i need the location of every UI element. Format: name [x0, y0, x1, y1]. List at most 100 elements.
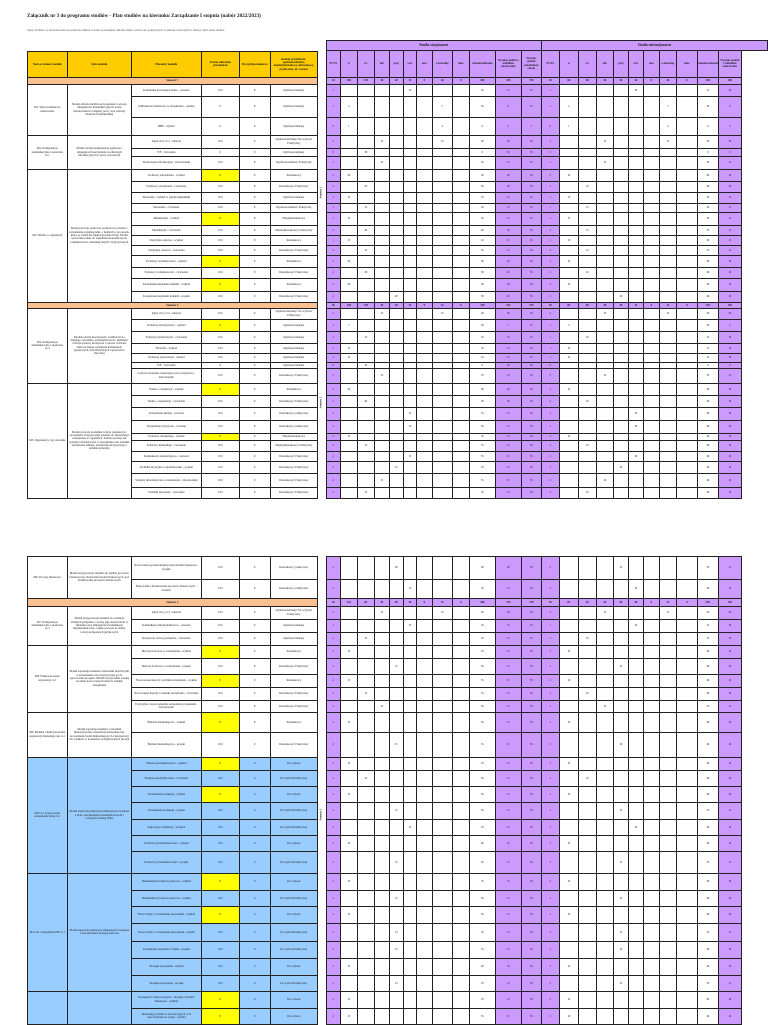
- subject-hours-nonstationary: 10: [628, 579, 644, 599]
- subject-hours-nonstationary: [628, 331, 644, 344]
- subject-hours-stationary: [357, 991, 375, 1009]
- subject-hours-stationary: [452, 368, 470, 384]
- subject-hours-stationary: 2: [326, 181, 341, 193]
- subject-hours-stationary: 2: [326, 579, 341, 599]
- subject-hours-nonstationary: [578, 192, 597, 204]
- subject-hours-nonstationary: 2: [541, 291, 560, 303]
- subject-hours-stationary: [432, 632, 453, 646]
- subject-hours-stationary: [403, 331, 417, 344]
- subject-hours-stationary: [416, 308, 433, 320]
- subject-hours-stationary: [340, 368, 358, 384]
- subject-hours-nonstationary: [578, 819, 597, 836]
- subject-hours-stationary: 50: [521, 890, 542, 907]
- subject-hours-nonstationary: 10: [578, 181, 597, 193]
- subject-hours-stationary: [374, 579, 390, 599]
- subject-hours-stationary: 2: [326, 461, 341, 474]
- subject-hours-nonstationary: 10: [559, 873, 579, 891]
- subject-hours-nonstationary: 40: [697, 757, 719, 771]
- subject-hours-stationary: 50: [521, 851, 542, 874]
- assessment-form: Z/O: [201, 331, 240, 344]
- subject-hours-nonstationary: [659, 461, 677, 474]
- subject-hours-stationary: [389, 770, 404, 787]
- course-type: Do wyboru/Praktyczny: [270, 770, 318, 787]
- discipline: Z: [239, 117, 271, 136]
- course-type: Kierunkowy: [270, 169, 318, 182]
- subject-hours-nonstationary: [613, 991, 629, 1009]
- discipline: Z: [239, 1008, 271, 1025]
- subject-hours-stationary: 15: [495, 923, 522, 942]
- subject-hours-stationary: [374, 923, 390, 942]
- subject-hours-stationary: 2: [326, 819, 341, 836]
- subject-hours-nonstationary: 10: [559, 786, 579, 803]
- course-type: Kierunkowy/ Praktyczny: [270, 181, 318, 193]
- subject-hours-stationary: 25: [521, 619, 542, 633]
- assessment-form: Z/O: [201, 135, 240, 149]
- subject-hours-stationary: [452, 84, 470, 97]
- subject-hours-stationary: 15: [357, 487, 375, 499]
- subject-hours-nonstationary: 10: [718, 579, 742, 599]
- subject-hours-stationary: [374, 687, 390, 701]
- subject-hours-nonstationary: 2: [541, 451, 560, 462]
- discipline: Z: [239, 975, 271, 992]
- subject-name: Podstawy przedsiębiorczości - wykład: [131, 835, 202, 852]
- subject-hours-nonstationary: [643, 890, 660, 907]
- subject-hours-stationary: [340, 556, 358, 580]
- subject-hours-stationary: [374, 873, 390, 891]
- subject-hours-nonstationary: [676, 700, 698, 713]
- subject-hours-stationary: 50: [521, 440, 542, 452]
- subject-hours-nonstationary: [613, 278, 629, 292]
- subject-hours-stationary: 15: [495, 941, 522, 959]
- module-name: M5. Organizacja i jej otoczenie: [27, 383, 68, 499]
- assessment-form: Z/O: [201, 343, 240, 354]
- module-description: Moduł zapewnia praktyczne umiejętności z…: [67, 757, 132, 874]
- subject-hours-stationary: [340, 267, 358, 279]
- subject-hours-stationary: [432, 941, 453, 959]
- subject-hours-nonstationary: 1: [541, 619, 560, 633]
- subject-hours-nonstationary: [613, 368, 629, 384]
- subject-hours-stationary: [389, 225, 404, 236]
- subject-hours-stationary: [432, 712, 453, 733]
- subject-hours-stationary: 50: [521, 941, 542, 959]
- subject-hours-stationary: 15: [432, 308, 453, 320]
- subject-hours-stationary: [403, 770, 417, 787]
- subject-hours-stationary: [452, 700, 470, 713]
- subject-hours-nonstationary: [559, 632, 579, 646]
- subject-hours-stationary: [403, 732, 417, 758]
- subject-hours-nonstationary: [659, 873, 677, 891]
- subject-hours-nonstationary: 15: [659, 606, 677, 620]
- discipline: Z: [239, 135, 271, 149]
- subject-hours-nonstationary: 10: [559, 645, 579, 659]
- subject-hours-stationary: [416, 383, 433, 396]
- assessment-form: E: [201, 757, 240, 771]
- subject-hours-stationary: 2: [326, 802, 341, 820]
- discipline: Z: [239, 156, 271, 170]
- course-type: Kierunkowy/ praktyczny: [270, 407, 318, 421]
- subject-hours-stationary: 15: [389, 890, 404, 907]
- subject-hours-nonstationary: [559, 84, 579, 97]
- subject-hours-stationary: 1: [326, 84, 341, 97]
- subject-hours-nonstationary: [596, 96, 614, 118]
- subject-hours-stationary: 50: [521, 645, 542, 659]
- subject-hours-stationary: [452, 461, 470, 474]
- subject-hours-nonstationary: 0: [541, 117, 560, 136]
- subject-hours-nonstationary: [613, 383, 629, 396]
- course-type: Kierunkowy/ Praktyczny: [270, 245, 318, 256]
- subject-hours-stationary: 15: [495, 819, 522, 836]
- subject-hours-nonstationary: 40: [697, 732, 719, 758]
- subject-hours-stationary: [403, 906, 417, 924]
- subject-hours-stationary: [452, 331, 470, 344]
- subject-hours-stationary: 15: [340, 645, 358, 659]
- subject-name: Finanse przedsiębiorstwa - wykład: [131, 757, 202, 771]
- subject-hours-stationary: [452, 991, 470, 1009]
- subject-hours-stationary: 15: [357, 687, 375, 701]
- subject-hours-nonstationary: 35: [697, 700, 719, 713]
- subject-hours-stationary: 1: [326, 96, 341, 118]
- subject-hours-nonstationary: [596, 835, 614, 852]
- subject-hours-stationary: [403, 802, 417, 820]
- discipline: Z: [239, 632, 271, 646]
- subject-hours-stationary: [403, 700, 417, 713]
- subject-hours-stationary: [403, 395, 417, 408]
- subject-hours-stationary: [374, 192, 390, 204]
- subject-hours-stationary: [452, 225, 470, 236]
- subject-name: Zarządzanie kapitałem ludzkim - wykład: [131, 278, 202, 292]
